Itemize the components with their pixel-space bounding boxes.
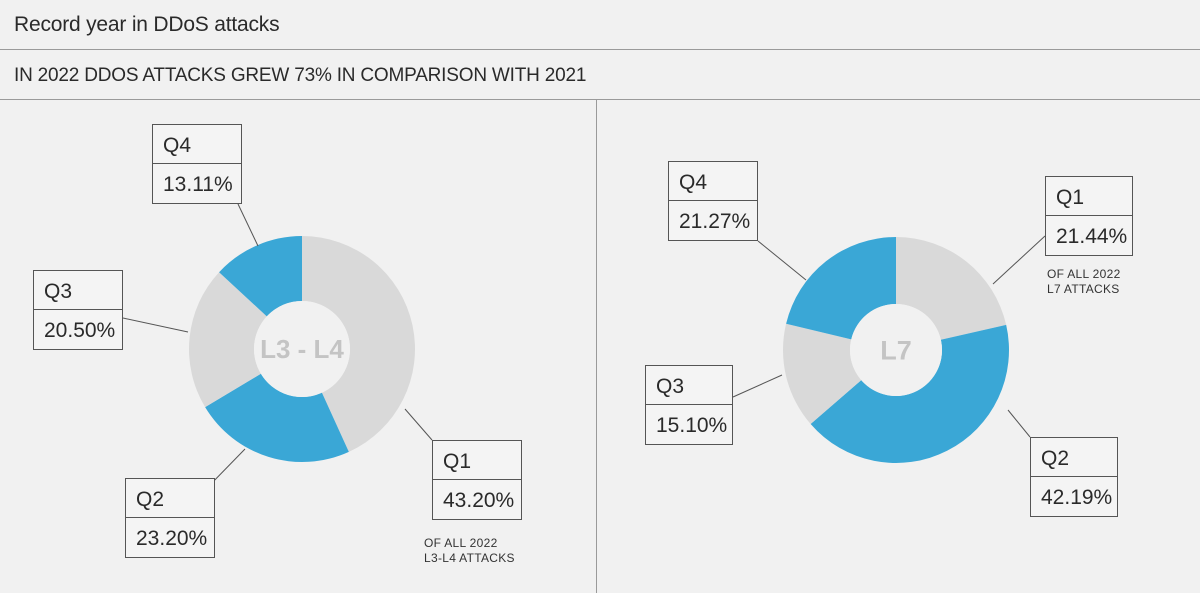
donut-l3l4-slice-q2 <box>205 373 349 462</box>
callout-l7-q1: Q1 21.44% <box>1045 176 1133 256</box>
donut-l3l4-slice-q4 <box>219 236 302 317</box>
callout-l3l4-q4: Q4 13.11% <box>152 124 242 204</box>
leader-line-l3l4-2 <box>122 317 189 333</box>
leader-line-l7-0 <box>992 235 1046 285</box>
note-line: OF ALL 2022 <box>1047 267 1121 281</box>
callout-l7-q4: Q4 21.27% <box>668 161 758 241</box>
donut-l3l4-slice-q1 <box>302 236 415 452</box>
donut-l7-slice-q2 <box>810 324 1010 464</box>
donut-l7-hole <box>850 304 942 396</box>
callout-value: 20.50% <box>44 319 116 342</box>
callout-l3l4-q3: Q3 20.50% <box>33 270 123 350</box>
donut-l7-center-label: L7 <box>880 335 912 365</box>
donut-l7-slice-q1 <box>896 237 1007 340</box>
callout-quarter: Q2 <box>126 479 214 518</box>
callout-value: 15.10% <box>656 414 728 437</box>
callout-quarter: Q1 <box>433 441 521 480</box>
callout-value: 21.27% <box>679 210 751 233</box>
callout-quarter: Q2 <box>1031 438 1117 477</box>
callout-l7-q3: Q3 15.10% <box>645 365 733 445</box>
panel-divider <box>596 100 597 593</box>
page-title: Record year in DDoS attacks <box>14 13 280 36</box>
leader-line-l3l4-0 <box>404 408 433 441</box>
callout-value: 43.20% <box>443 489 515 512</box>
donut-l7-slice-q3 <box>783 323 862 425</box>
leader-line-l7-3 <box>757 240 807 281</box>
callout-quarter: Q1 <box>1046 177 1132 216</box>
donut-l3l4-hole <box>254 301 350 397</box>
callout-quarter: Q3 <box>34 271 122 310</box>
donut-l7-slice-q4 <box>786 237 896 340</box>
callout-quarter: Q3 <box>646 366 732 405</box>
callout-value: 42.19% <box>1041 486 1113 509</box>
callout-value: 23.20% <box>136 527 208 550</box>
donut-l3l4-slice-q3 <box>189 272 267 408</box>
callout-value: 21.44% <box>1056 225 1128 248</box>
leader-line-l7-2 <box>732 374 783 398</box>
callout-l7-q2: Q2 42.19% <box>1030 437 1118 517</box>
note-line: L7 ATTACKS <box>1047 282 1120 296</box>
callout-value: 13.11% <box>163 173 233 196</box>
leader-line-l3l4-3 <box>237 203 259 247</box>
note-l3l4: OF ALL 2022 L3-L4 ATTACKS <box>424 536 515 566</box>
callout-l3l4-q2: Q2 23.20% <box>125 478 215 558</box>
callout-quarter: Q4 <box>669 162 757 201</box>
donut-l3l4-center-label: L3 - L4 <box>260 334 344 364</box>
callout-l3l4-q1: Q1 43.20% <box>432 440 522 520</box>
callout-quarter: Q4 <box>153 125 241 164</box>
page-subtitle: IN 2022 DDOS ATTACKS GREW 73% IN COMPARI… <box>14 65 587 86</box>
subtitle-bar: IN 2022 DDOS ATTACKS GREW 73% IN COMPARI… <box>0 50 1200 100</box>
leader-line-l7-1 <box>1007 409 1031 438</box>
title-bar: Record year in DDoS attacks <box>0 0 1200 50</box>
note-l7: OF ALL 2022 L7 ATTACKS <box>1047 267 1121 297</box>
note-line: OF ALL 2022 <box>424 536 498 550</box>
note-line: L3-L4 ATTACKS <box>424 551 515 565</box>
